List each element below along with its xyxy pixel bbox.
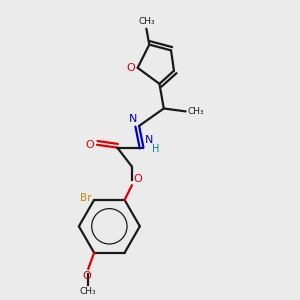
- Text: H: H: [152, 144, 160, 154]
- Text: O: O: [85, 140, 94, 150]
- Text: N: N: [145, 135, 153, 145]
- Text: CH₃: CH₃: [80, 287, 97, 296]
- Text: CH₃: CH₃: [187, 107, 204, 116]
- Text: O: O: [82, 271, 91, 281]
- Text: O: O: [133, 174, 142, 184]
- Text: CH₃: CH₃: [138, 17, 155, 26]
- Text: O: O: [126, 63, 135, 73]
- Text: N: N: [129, 114, 138, 124]
- Text: Br: Br: [80, 194, 91, 203]
